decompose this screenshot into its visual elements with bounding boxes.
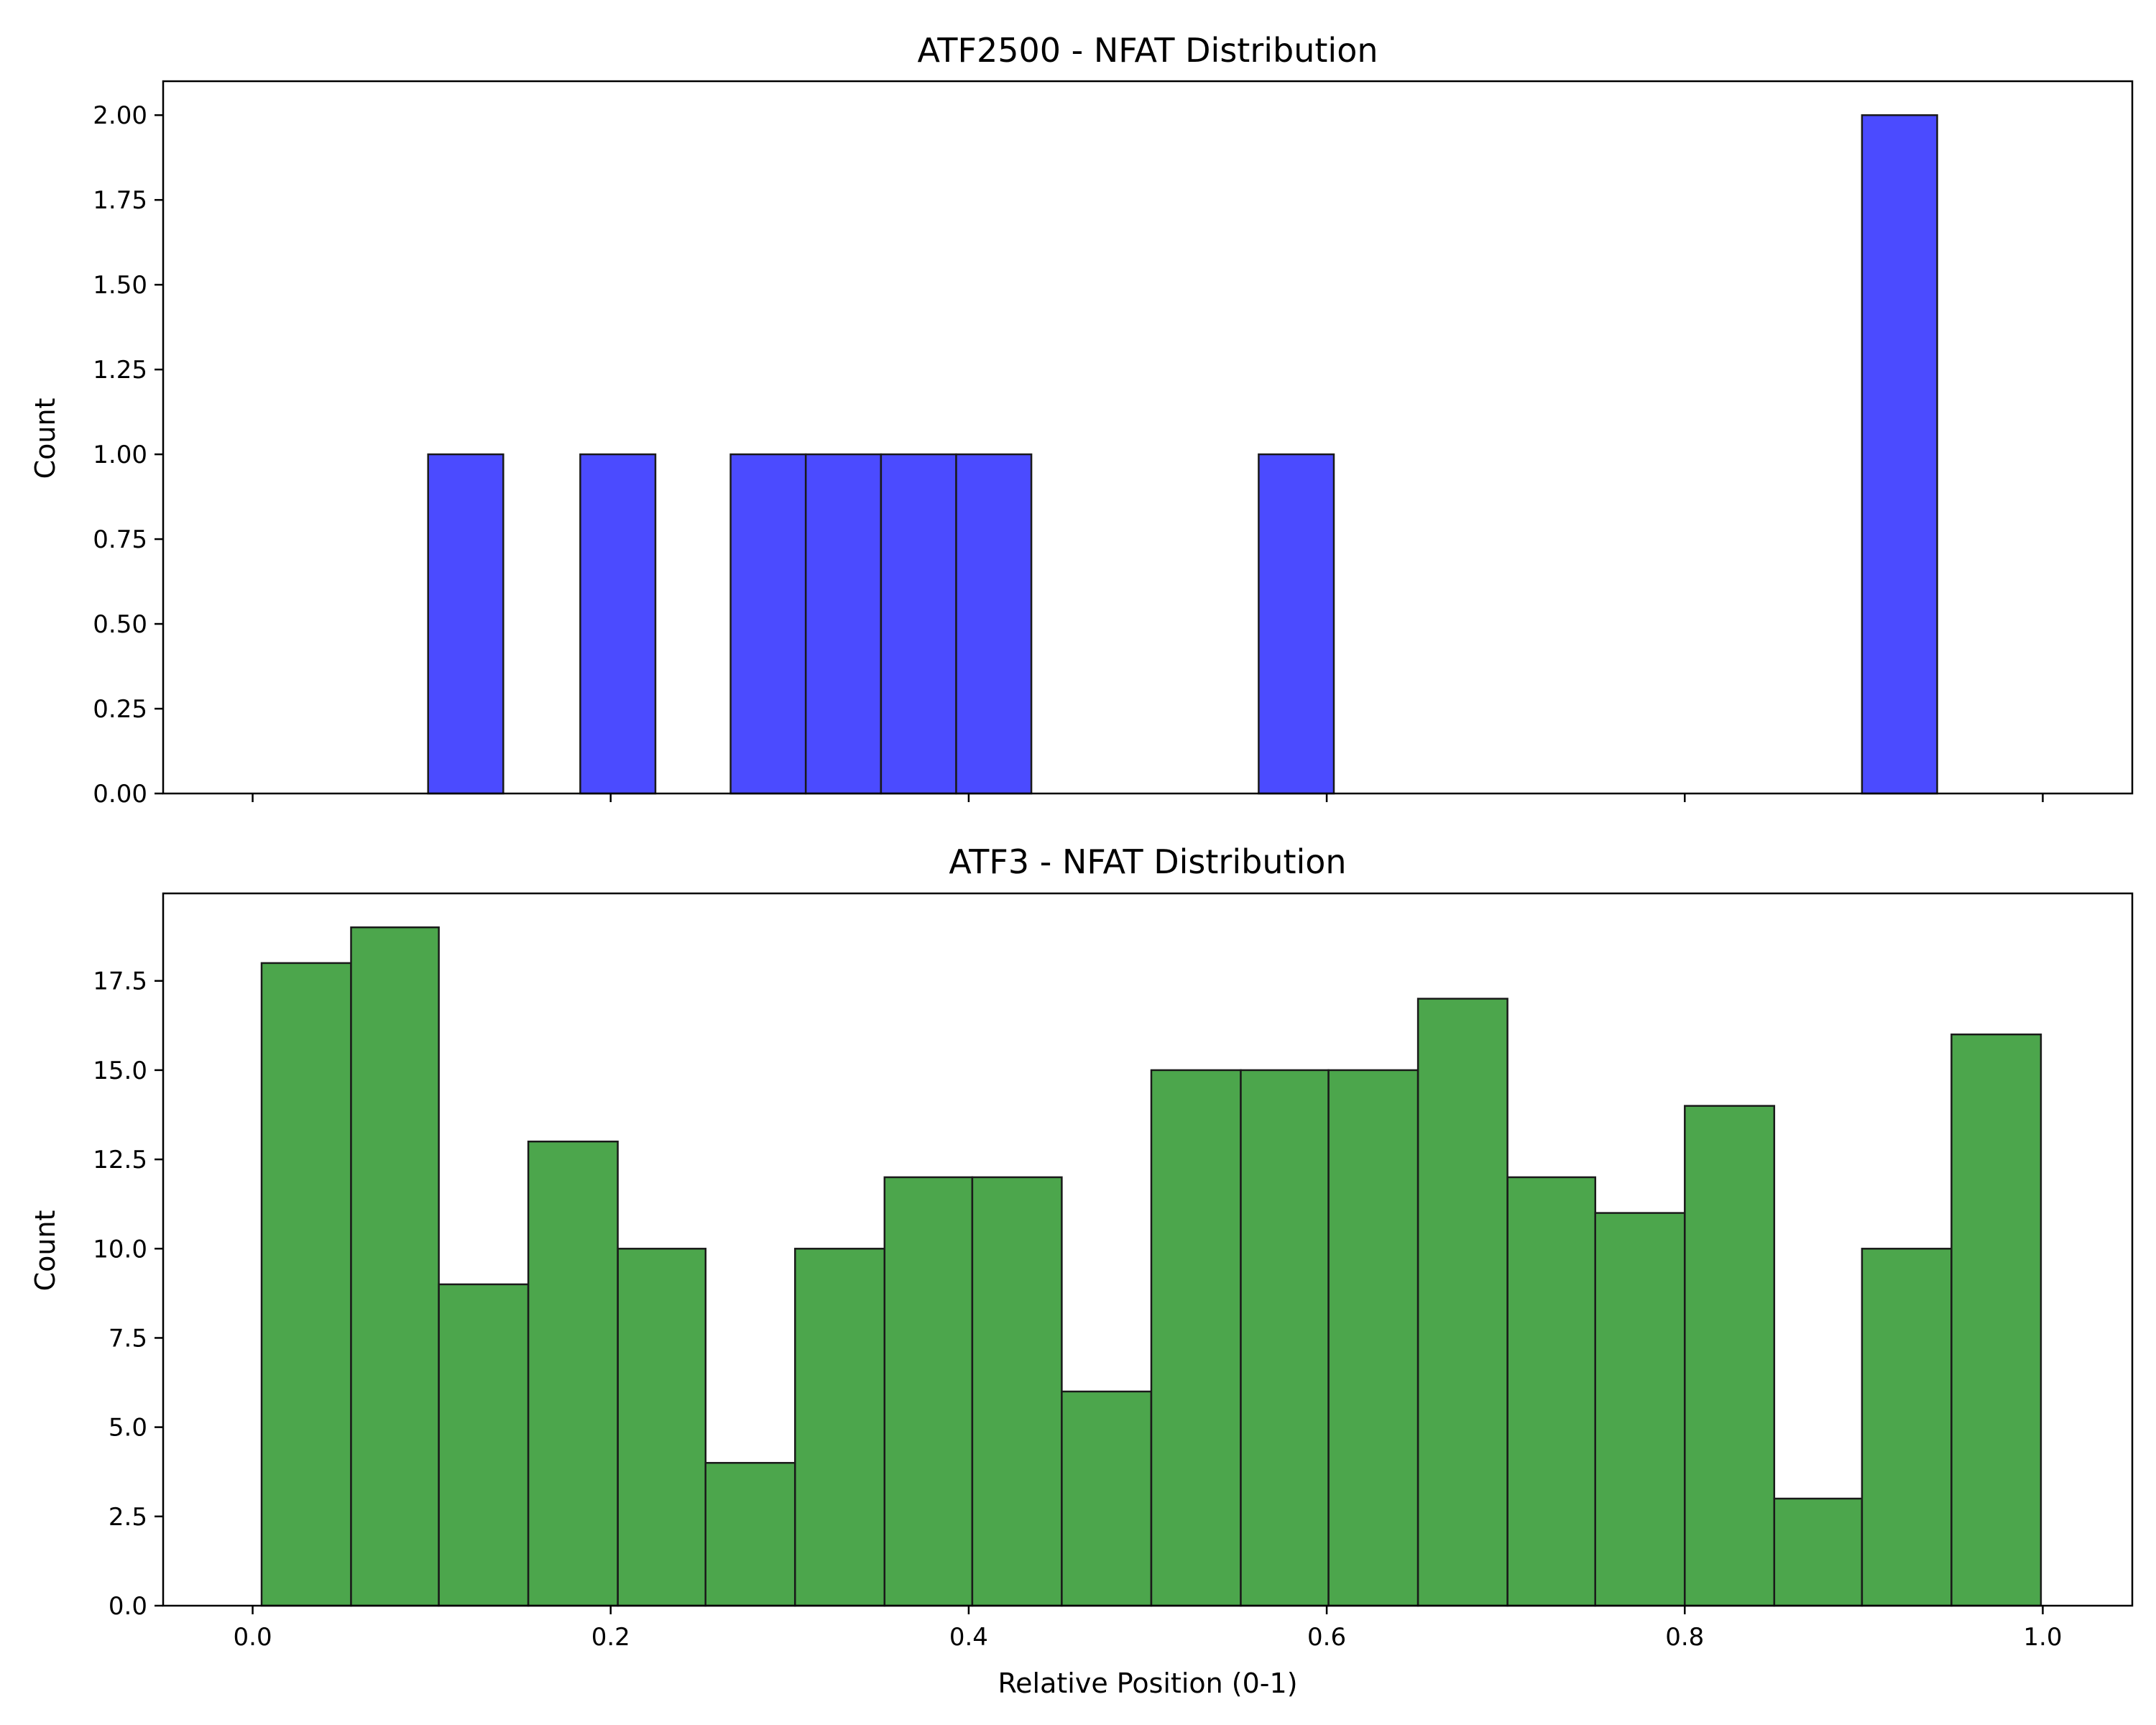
x-tick-label: 0.6 bbox=[1307, 1623, 1346, 1652]
x-tick-label: 1.0 bbox=[2023, 1623, 2062, 1652]
y-tick-label: 15.0 bbox=[93, 1057, 147, 1085]
histogram-bar-1 bbox=[350, 926, 440, 1607]
y-tick-label: 0.00 bbox=[93, 780, 147, 809]
histogram-bar-11 bbox=[1258, 453, 1335, 795]
x-tick-label: 0.0 bbox=[234, 1623, 272, 1652]
x-ticks bbox=[252, 794, 2044, 802]
bars-layer bbox=[427, 114, 1938, 795]
chart-title: ATF3 - NFAT Distribution bbox=[949, 842, 1346, 881]
histogram-bar-17 bbox=[1773, 1497, 1864, 1607]
histogram-bar-0 bbox=[427, 453, 505, 795]
histogram-bar-2 bbox=[579, 453, 657, 795]
y-tick-label: 1.25 bbox=[93, 356, 147, 385]
panel-atf2500: ATF2500 - NFAT Distribution Count 0.000.… bbox=[29, 31, 2134, 809]
plot-frame bbox=[162, 80, 2134, 795]
histogram-bar-16 bbox=[1684, 1105, 1776, 1607]
y-axis-label: Count bbox=[29, 1210, 61, 1292]
y-tick-label: 0.25 bbox=[93, 695, 147, 724]
y-tick-label: 2.00 bbox=[93, 101, 147, 130]
histogram-bar-19 bbox=[1861, 114, 1938, 795]
histogram-bar-10 bbox=[1150, 1069, 1242, 1607]
x-axis-label: Relative Position (0-1) bbox=[998, 1668, 1297, 1699]
y-tick-label: 1.00 bbox=[93, 441, 147, 469]
y-tick-label: 2.5 bbox=[109, 1503, 147, 1532]
histogram-bar-11 bbox=[1240, 1069, 1330, 1607]
histogram-bar-6 bbox=[794, 1248, 886, 1607]
histogram-bar-8 bbox=[971, 1176, 1063, 1607]
y-ticks: 0.0 2.5 5.0 7.5 10.0 12.5 15.0 17.5 bbox=[93, 967, 163, 1621]
y-axis-label: Count bbox=[29, 398, 61, 479]
histogram-bar-4 bbox=[729, 453, 807, 795]
y-ticks: 0.00 0.25 0.50 0.75 1.00 1.25 1.50 1.75 2.00 bbox=[93, 101, 163, 809]
histogram-bar-4 bbox=[617, 1248, 707, 1607]
y-tick-label: 0.50 bbox=[93, 610, 147, 639]
y-tick-label: 1.75 bbox=[93, 186, 147, 215]
histogram-bar-5 bbox=[704, 1462, 796, 1607]
histogram-bar-7 bbox=[955, 453, 1033, 795]
x-ticks: 0.0 0.2 0.4 0.6 0.8 1.0 bbox=[234, 1606, 2062, 1652]
panel-atf3: ATF3 - NFAT Distribution Count Relative … bbox=[29, 842, 2134, 1699]
x-tick-label: 0.8 bbox=[1665, 1623, 1704, 1652]
x-tick-label: 0.4 bbox=[949, 1623, 988, 1652]
x-tick-label: 0.2 bbox=[591, 1623, 630, 1652]
histogram-bar-13 bbox=[1416, 998, 1508, 1607]
histogram-bar-3 bbox=[527, 1140, 619, 1607]
histogram-bar-2 bbox=[438, 1283, 530, 1607]
histogram-bar-7 bbox=[883, 1176, 974, 1607]
histogram-bar-18 bbox=[1861, 1248, 1953, 1607]
histogram-bar-0 bbox=[260, 962, 352, 1607]
y-tick-label: 5.0 bbox=[109, 1414, 147, 1443]
histogram-bar-19 bbox=[1950, 1033, 2042, 1607]
y-tick-label: 1.50 bbox=[93, 271, 147, 300]
histogram-bar-12 bbox=[1327, 1069, 1419, 1607]
y-tick-label: 10.0 bbox=[93, 1235, 147, 1264]
y-tick-label: 12.5 bbox=[93, 1146, 147, 1174]
histogram-bar-9 bbox=[1061, 1390, 1153, 1607]
chart-title: ATF2500 - NFAT Distribution bbox=[918, 31, 1378, 70]
y-tick-label: 7.5 bbox=[109, 1324, 147, 1353]
bars-layer bbox=[260, 926, 2042, 1607]
histogram-bar-6 bbox=[880, 453, 957, 795]
histogram-bar-5 bbox=[804, 453, 883, 795]
histogram-bar-14 bbox=[1506, 1176, 1597, 1607]
y-tick-label: 17.5 bbox=[93, 967, 147, 996]
y-tick-label: 0.0 bbox=[109, 1592, 147, 1621]
plot-frame bbox=[162, 892, 2134, 1607]
y-tick-label: 0.75 bbox=[93, 525, 147, 554]
histogram-bar-15 bbox=[1594, 1212, 1686, 1607]
